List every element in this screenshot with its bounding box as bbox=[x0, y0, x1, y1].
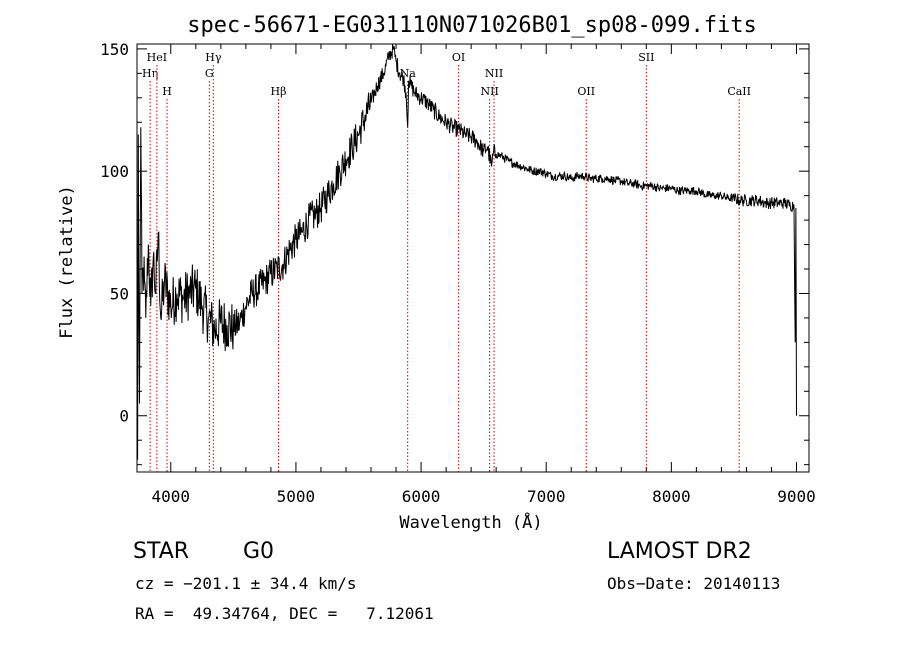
survey-name: LAMOST DR2 bbox=[607, 539, 752, 564]
line-label: OII bbox=[577, 85, 595, 98]
x-tick-label: 8000 bbox=[652, 487, 691, 506]
chart-title: spec-56671-EG031110N071026B01_sp08-099.f… bbox=[187, 13, 757, 38]
line-label: NII bbox=[480, 85, 498, 98]
x-tick-label: 5000 bbox=[277, 487, 316, 506]
redshift-info: cz = −201.1 ± 34.4 km/s bbox=[135, 574, 357, 593]
x-axis-label: Wavelength (Å) bbox=[399, 511, 542, 533]
y-tick-label: 0 bbox=[119, 407, 129, 426]
observation-date: Obs−Date: 20140113 bbox=[607, 574, 781, 593]
x-tick-label: 6000 bbox=[402, 487, 441, 506]
plot-axes: 4000 5000 6000 7000 8000 9000 0 50 100 150 bbox=[100, 40, 816, 506]
y-tick-label: 100 bbox=[100, 162, 129, 181]
line-label: H bbox=[162, 85, 172, 98]
object-class: STAR bbox=[133, 539, 190, 564]
coordinates: RA = 49.34764, DEC = 7.12061 bbox=[135, 604, 434, 623]
x-tick-label: 4000 bbox=[152, 487, 191, 506]
object-subclass: G0 bbox=[243, 539, 275, 564]
spectrum-series bbox=[137, 43, 797, 460]
line-label: Hβ bbox=[271, 85, 287, 98]
plot-frame bbox=[136, 43, 810, 473]
line-label: SII bbox=[638, 51, 654, 64]
y-tick-label: 150 bbox=[100, 40, 129, 59]
line-label: Hγ bbox=[205, 51, 222, 64]
line-label: HeI bbox=[147, 51, 167, 64]
y-tick-label: 50 bbox=[110, 284, 129, 303]
x-tick-label: 7000 bbox=[527, 487, 566, 506]
line-label: G bbox=[205, 67, 214, 80]
line-label: OI bbox=[452, 51, 465, 64]
x-tick-label: 9000 bbox=[777, 487, 816, 506]
line-label: CaII bbox=[727, 85, 751, 98]
line-label: Hη bbox=[142, 67, 158, 80]
line-label: NII bbox=[485, 67, 503, 80]
spectrum-line bbox=[137, 43, 797, 460]
y-axis-label: Flux (relative) bbox=[57, 185, 77, 339]
